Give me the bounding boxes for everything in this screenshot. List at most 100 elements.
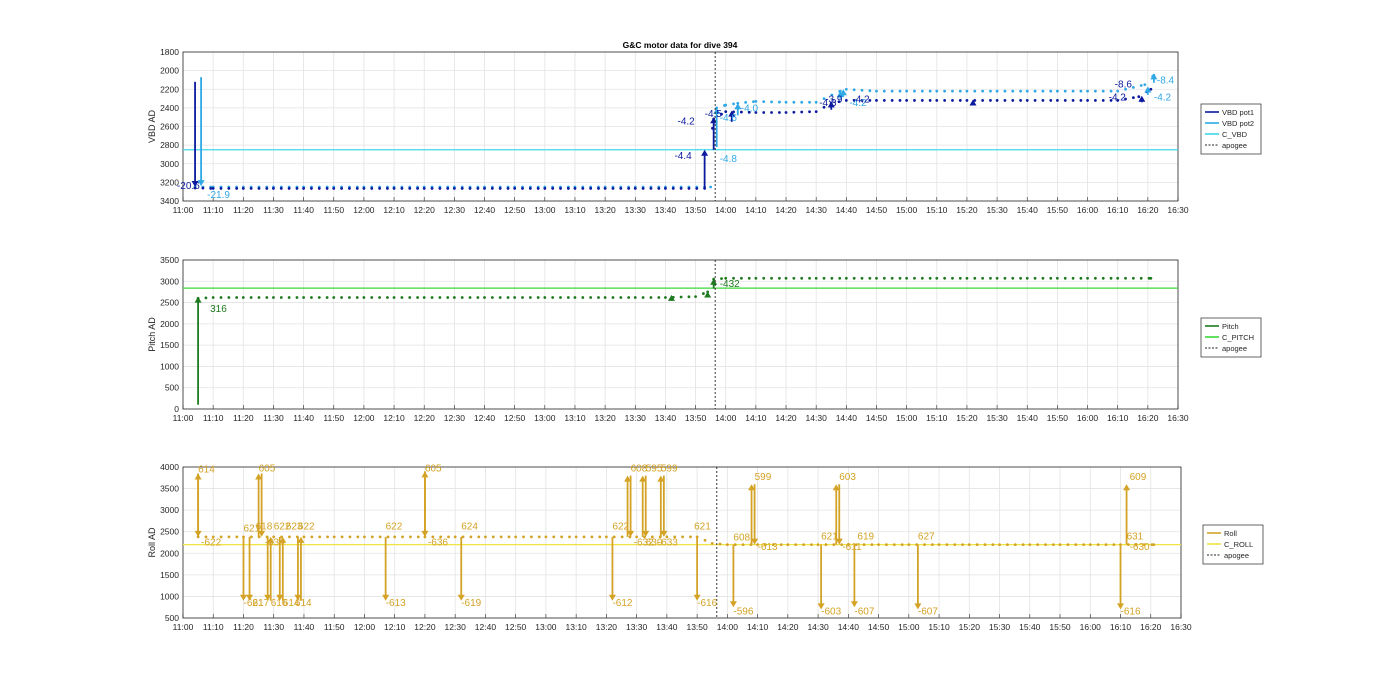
x-tick-label: 13:50 <box>686 622 708 632</box>
pot1-point <box>559 187 562 190</box>
x-tick-label: 16:00 <box>1077 205 1099 215</box>
pitch-point <box>506 296 510 299</box>
pot1-point <box>1101 99 1105 102</box>
pot1-point <box>732 110 735 114</box>
pitch-point <box>1033 276 1037 280</box>
plot-area <box>183 260 1178 409</box>
roll-point <box>1058 543 1062 547</box>
roll-point <box>1006 543 1009 547</box>
roll-point <box>522 535 525 539</box>
roll-point <box>1088 543 1092 547</box>
x-tick-label: 15:40 <box>1017 413 1039 423</box>
pot2-point <box>1071 89 1075 93</box>
x-tick-label: 14:20 <box>775 205 797 215</box>
pot1-point <box>695 187 699 190</box>
pot1-point <box>1116 99 1120 102</box>
pitch-point <box>513 296 517 299</box>
roll-point <box>733 543 737 547</box>
pot1-point <box>536 187 540 190</box>
roll-point <box>1082 543 1086 547</box>
pot1-arrow-head <box>1138 95 1146 102</box>
pitch-point <box>589 296 593 299</box>
value-annotation: 622 <box>298 522 315 533</box>
x-tick-label: 16:10 <box>1107 413 1129 423</box>
pot1-point <box>287 187 291 190</box>
pot1-point <box>1019 99 1023 102</box>
legend-label: apogee <box>1222 141 1247 150</box>
x-tick-label: 14:10 <box>745 413 767 423</box>
x-tick-label: 12:20 <box>414 413 436 423</box>
pot1-point <box>611 187 615 190</box>
pot2-point <box>838 89 842 93</box>
pot1-point <box>279 187 283 190</box>
x-tick-label: 11:10 <box>203 205 224 215</box>
x-tick-label: 14:50 <box>868 622 890 632</box>
x-tick-label: 16:10 <box>1107 205 1129 215</box>
pot1-point <box>566 187 570 190</box>
roll-point <box>409 535 412 539</box>
x-tick-label: 11:40 <box>293 413 314 423</box>
pot1-point <box>1124 97 1127 101</box>
pot2-point <box>814 100 818 104</box>
pot2-arrow-head <box>1144 86 1152 93</box>
pot2-point <box>935 89 939 93</box>
pot1-point <box>483 187 486 190</box>
roll-point <box>447 535 450 539</box>
pot1-point <box>627 187 631 190</box>
roll-point <box>1112 543 1116 547</box>
pot1-point <box>860 99 864 102</box>
y-tick-label: 2500 <box>160 298 179 308</box>
roll-arrow-head <box>850 601 858 608</box>
x-tick-label: 15:50 <box>1047 205 1069 215</box>
x-tick-label: 11:20 <box>233 413 254 423</box>
x-tick-label: 16:00 <box>1080 622 1102 632</box>
x-tick-label: 12:10 <box>383 205 405 215</box>
pitch-point <box>490 296 494 299</box>
x-tick-label: 12:40 <box>474 205 496 215</box>
pot1-point <box>1063 99 1067 102</box>
pitch-point <box>446 296 450 299</box>
pitch-point <box>422 296 426 299</box>
pitch-point <box>951 276 954 280</box>
pot1-point <box>687 187 691 190</box>
legend-label: C_ROLL <box>1224 540 1253 549</box>
value-annotation: 622 <box>274 522 291 533</box>
pot1-point <box>965 99 969 102</box>
value-annotation: -4.2 <box>852 94 870 105</box>
x-tick-label: 16:30 <box>1170 622 1192 632</box>
x-tick-label: 12:50 <box>505 622 527 632</box>
pot1-point <box>400 187 404 190</box>
roll-point <box>991 543 995 547</box>
x-tick-label: 14:50 <box>866 413 888 423</box>
pitch-point <box>1019 276 1023 280</box>
pot1-point <box>348 187 351 190</box>
pot2-point <box>762 100 766 103</box>
pot1-point <box>920 99 924 102</box>
pitch-point <box>483 296 486 299</box>
pot2-point <box>830 93 834 97</box>
y-axis-label: Pitch AD <box>147 317 157 352</box>
pot1-point <box>777 111 781 114</box>
value-annotation: -616 <box>1121 607 1141 618</box>
pitch-point <box>664 296 667 299</box>
roll-point <box>582 535 586 539</box>
roll-point <box>945 543 949 547</box>
pot1-point <box>800 110 804 114</box>
pot1-point <box>603 187 607 190</box>
pot2-point <box>890 89 894 93</box>
x-tick-label: 11:10 <box>203 413 224 423</box>
pot1-point <box>882 99 886 102</box>
legend-label: Pitch <box>1222 322 1239 331</box>
y-tick-label: 2000 <box>160 66 179 76</box>
roll-point <box>514 535 518 539</box>
y-tick-label: 1000 <box>160 591 179 601</box>
pot2-arrow-head <box>1150 73 1158 80</box>
pot1-point <box>506 187 510 190</box>
pitch-point <box>566 296 570 299</box>
pitch-point <box>724 276 728 280</box>
roll-point <box>937 543 941 547</box>
axes-box <box>182 259 1179 410</box>
x-tick-label: 15:00 <box>898 622 920 632</box>
pot2-point <box>860 88 864 92</box>
